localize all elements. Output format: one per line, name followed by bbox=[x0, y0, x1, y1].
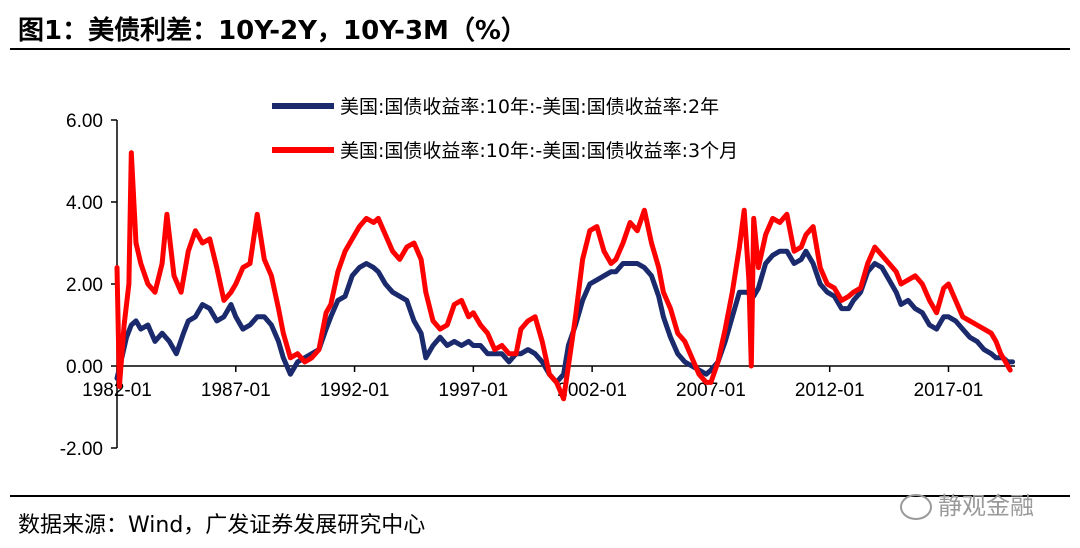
series-line-10y-3m bbox=[114, 150, 1013, 402]
x-tick-label: 2017-01 bbox=[914, 380, 984, 401]
source-note: 数据来源：Wind，广发证券发展研究中心 bbox=[18, 513, 426, 538]
y-tick-label: -2.00 bbox=[60, 439, 103, 460]
x-tick-label: 1997-01 bbox=[438, 380, 508, 401]
x-tick-label: 2007-01 bbox=[676, 380, 746, 401]
x-tick-label: 1982-01 bbox=[82, 380, 152, 401]
series-line-10y-2y bbox=[114, 248, 1016, 385]
chart-series bbox=[114, 150, 1016, 402]
watermark: 静观金融 bbox=[900, 486, 1034, 521]
header-rule bbox=[10, 48, 1070, 50]
chart-axes: -2.00 0.00 2.00 4.00 6.00 1982-01 1987-01 1992-… bbox=[60, 111, 1015, 460]
wechat-icon bbox=[900, 494, 932, 520]
y-tick-label: 6.00 bbox=[66, 111, 103, 132]
legend-label: 美国:国债收益率:10年:-美国:国债收益率:3个月 bbox=[340, 140, 738, 162]
x-tick-label: 2002-01 bbox=[557, 380, 627, 401]
footer-rule bbox=[10, 495, 1070, 497]
x-tick-label: 1987-01 bbox=[201, 380, 271, 401]
y-tick-label: 2.00 bbox=[66, 275, 103, 296]
chart-legend: 美国:国债收益率:10年:-美国:国债收益率:2年美国:国债收益率:10年:-美… bbox=[272, 96, 738, 162]
watermark-text: 静观金融 bbox=[938, 492, 1034, 520]
x-tick-label: 2012-01 bbox=[795, 380, 865, 401]
page-title: 图1：美债利差：10Y-2Y，10Y-3M（%） bbox=[18, 16, 527, 46]
x-tick-label: 1992-01 bbox=[320, 380, 390, 401]
legend-label: 美国:国债收益率:10年:-美国:国债收益率:2年 bbox=[340, 96, 719, 118]
y-tick-label: 0.00 bbox=[66, 357, 103, 378]
y-tick-label: 4.00 bbox=[66, 193, 103, 214]
